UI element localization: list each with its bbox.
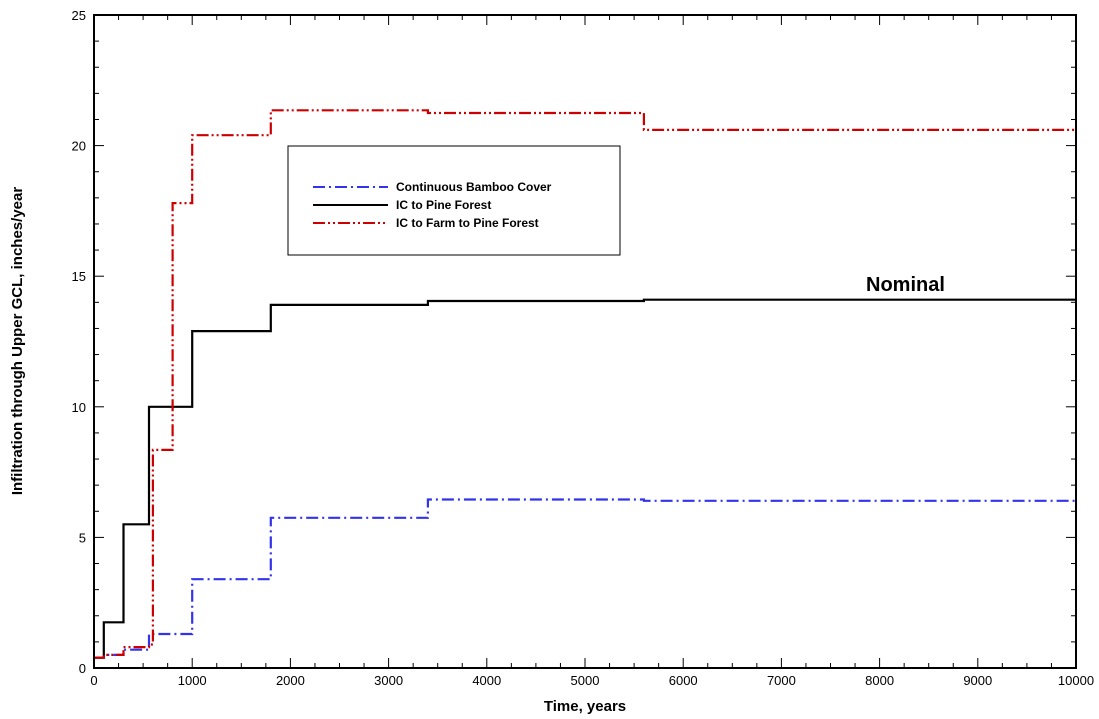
x-tick-label: 3000 (374, 673, 403, 688)
y-tick-label: 20 (72, 139, 86, 154)
series-line-1 (94, 298, 1076, 659)
y-tick-label: 0 (79, 661, 86, 676)
tick-layer: 0 1000 2000 3000 4000 5000 6000 7000 8000 9000 100… (72, 8, 1095, 688)
series-line-0 (94, 498, 1076, 659)
plot-background (94, 15, 1076, 668)
y-tick-label: 25 (72, 8, 86, 23)
x-tick-label: 7000 (767, 673, 796, 688)
series-line-2 (94, 109, 1076, 659)
x-tick-label: 9000 (963, 673, 992, 688)
y-axis-title: Infiltration through Upper GCL, inches/y… (9, 187, 26, 496)
legend: Continuous Bamboo Cover IC to Pine Fores… (287, 145, 621, 256)
x-tick-label: 2000 (276, 673, 305, 688)
y-tick-label: 5 (79, 530, 86, 545)
legend-label-farm: IC to Farm to Pine Forest (396, 216, 539, 230)
y-tick-label: 15 (72, 269, 86, 284)
x-tick-label: 5000 (571, 673, 600, 688)
series-layer (94, 109, 1076, 659)
x-tick-label: 0 (90, 673, 97, 688)
x-axis-title: Time, years (544, 698, 626, 715)
legend-box (287, 145, 621, 256)
nominal-annotation: Nominal (866, 274, 945, 296)
x-tick-label: 4000 (472, 673, 501, 688)
legend-label-bamboo: Continuous Bamboo Cover (396, 180, 552, 194)
x-tick-label: 1000 (178, 673, 207, 688)
x-tick-label: 10000 (1058, 673, 1094, 688)
x-tick-label: 8000 (865, 673, 894, 688)
legend-label-pine: IC to Pine Forest (396, 198, 491, 212)
x-tick-label: 6000 (669, 673, 698, 688)
y-tick-label: 10 (72, 400, 86, 415)
